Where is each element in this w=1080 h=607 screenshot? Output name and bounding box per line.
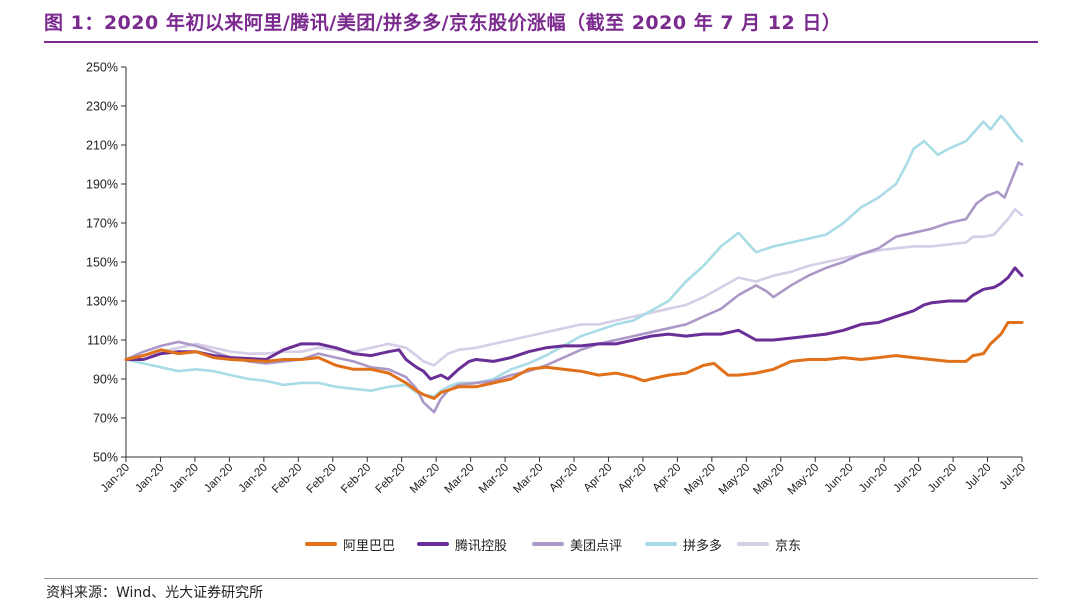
legend-label-pdd: 拼多多 (683, 538, 723, 554)
x-tick-label: May-20 (786, 462, 822, 498)
y-tick-label: 150% (86, 256, 118, 270)
y-tick-label: 250% (86, 61, 118, 75)
line-chart: 50% 70% 90% 110% 130% 150% 170% 190% 210% 230% 250… (86, 61, 1028, 498)
legend-swatch-tencent (417, 542, 449, 546)
x-tick-label: May-20 (682, 462, 718, 498)
x-tick-label: Feb-20 (339, 462, 373, 496)
y-tick-label: 210% (86, 139, 118, 153)
chart-series (124, 114, 1024, 414)
chart-axes: 50% 70% 90% 110% 130% 150% 170% 190% 210% 230% 250… (86, 61, 1028, 498)
series-line-meituan (124, 161, 1024, 414)
x-tick-label: Jan-20 (168, 462, 201, 495)
x-tick-label: Mar-20 (477, 462, 511, 496)
legend-item-jd: 京东 (737, 533, 801, 555)
legend-label-alibaba: 阿里巴巴 (343, 538, 396, 554)
x-tick-label: Jul-20 (997, 462, 1028, 493)
legend-item-tencent: 腾讯控股 (417, 533, 507, 555)
y-tick-label: 170% (86, 217, 118, 231)
legend-label-jd: 京东 (775, 538, 802, 554)
series-line-alibaba (124, 321, 1024, 400)
x-tick-label: Apr-20 (582, 462, 615, 495)
legend-swatch-pdd (645, 542, 677, 546)
x-tick-label: Jan-20 (99, 462, 132, 495)
legend-item-alibaba: 阿里巴巴 (305, 533, 395, 555)
x-tick-label: Apr-20 (616, 462, 649, 495)
footer-rule (44, 578, 1038, 579)
title-rule (44, 41, 1038, 43)
legend-swatch-jd (737, 542, 769, 546)
y-tick-label: 110% (87, 334, 118, 348)
x-tick-label: Mar-20 (408, 462, 442, 496)
x-tick-label: Feb-20 (270, 462, 304, 496)
y-tick-label: 230% (86, 100, 118, 114)
x-tick-label: Jun-20 (857, 462, 890, 495)
x-tick-label: May-20 (751, 462, 787, 498)
y-tick-label: 90% (93, 373, 118, 387)
figure-title: 图 1：2020 年初以来阿里/腾讯/美团/拼多多/京东股价涨幅（截至 2020… (44, 12, 842, 34)
x-tick-label: Apr-20 (651, 462, 684, 495)
y-tick-label: 190% (86, 178, 118, 192)
x-tick-label: Jan-20 (202, 462, 235, 495)
legend-swatch-meituan (532, 542, 564, 546)
legend-item-pdd: 拼多多 (645, 533, 722, 555)
legend-item-meituan: 美团点评 (532, 533, 622, 555)
x-tick-label: Mar-20 (511, 462, 545, 496)
chart-legend: 阿里巴巴 腾讯控股 美团点评 拼多多 京东 (0, 533, 1080, 555)
x-tick-label: May-20 (717, 462, 753, 498)
x-tick-label: Jun-20 (926, 462, 959, 495)
x-tick-label: Feb-20 (374, 462, 408, 496)
y-tick-label: 130% (86, 295, 118, 309)
x-tick-label: Mar-20 (442, 462, 476, 496)
x-tick-label: Apr-20 (547, 462, 580, 495)
x-tick-label: Feb-20 (305, 462, 339, 496)
x-tick-label: Jan-20 (237, 462, 270, 495)
legend-swatch-alibaba (305, 542, 337, 546)
series-line-tencent (124, 266, 1024, 381)
y-tick-label: 50% (93, 451, 118, 465)
x-tick-label: Jul-20 (963, 462, 994, 493)
legend-label-tencent: 腾讯控股 (455, 538, 508, 554)
x-tick-label: Jun-20 (822, 462, 855, 495)
y-tick-label: 70% (93, 412, 118, 426)
x-tick-label: Jan-20 (133, 462, 166, 495)
x-tick-label: Jun-20 (891, 462, 924, 495)
source-note: 资料来源：Wind、光大证券研究所 (46, 585, 264, 601)
series-line-pdd (124, 114, 1024, 398)
legend-label-meituan: 美团点评 (570, 538, 623, 554)
series-line-jd (124, 208, 1024, 367)
